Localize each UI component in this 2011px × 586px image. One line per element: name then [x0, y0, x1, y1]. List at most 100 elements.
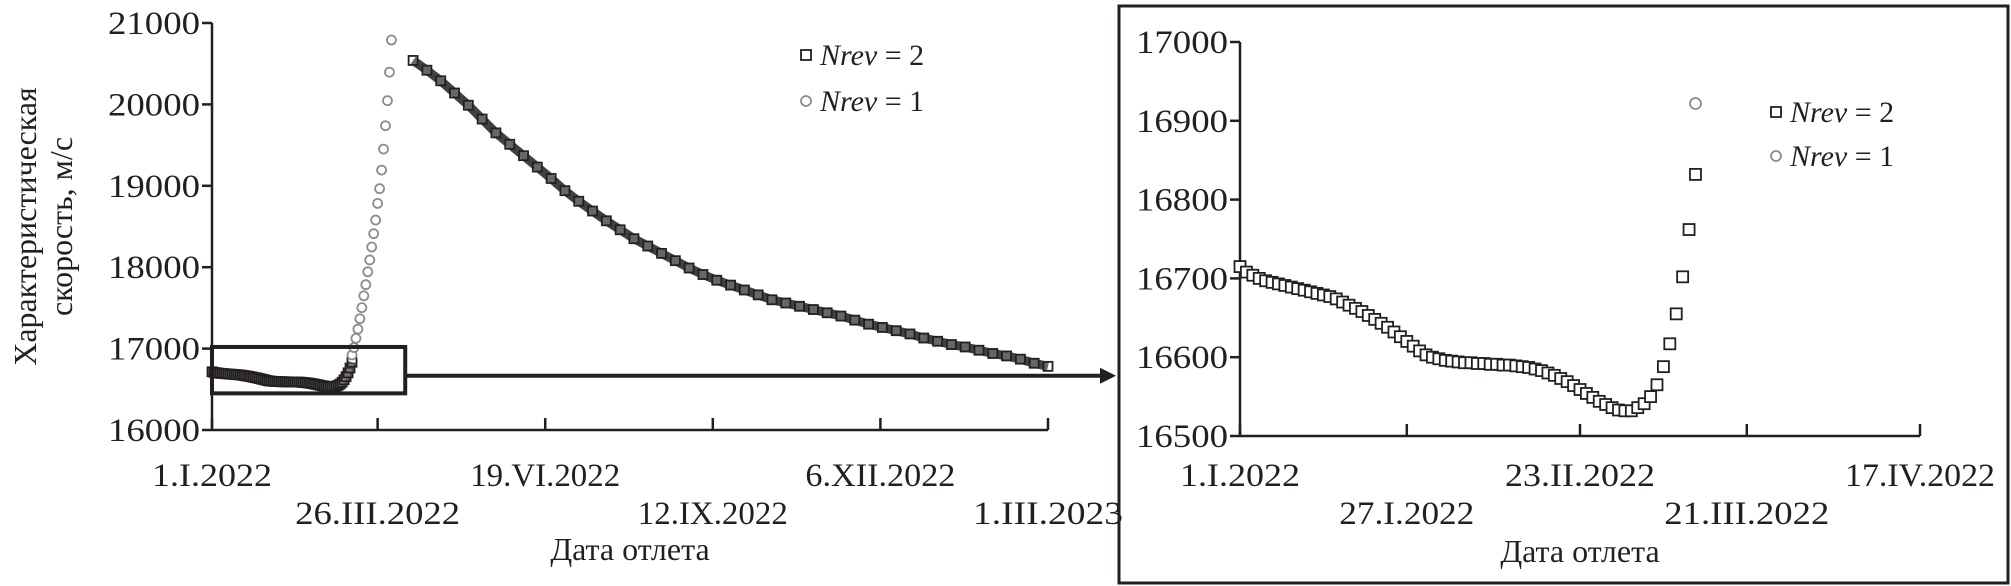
- nrev1-point: [1689, 97, 1702, 110]
- inset-frame: [1117, 4, 2010, 585]
- nrev2-point: [1656, 360, 1670, 374]
- nrev2-point: [1001, 350, 1012, 362]
- nrev1-point: [380, 120, 391, 132]
- legend-label: Nrev = 2: [1789, 96, 1894, 129]
- right-chart-zoomed: 16500 16600 16700 16800 16900 17000 1.I.2022 27…: [1136, 25, 1995, 569]
- zoom-arrow-head-icon: [1100, 367, 1116, 384]
- x-tick-label: 6.XII.2022: [805, 458, 955, 494]
- nrev2-point: [656, 247, 667, 259]
- nrev2-point: [807, 304, 819, 315]
- nrev2-point: [1682, 223, 1696, 236]
- nrev2-point: [918, 332, 930, 344]
- nrev2-point: [835, 310, 847, 322]
- x-tick-label: 23.II.2022: [1505, 458, 1655, 494]
- nrev2-point: [725, 279, 736, 291]
- nrev2-point: [794, 300, 805, 312]
- nrev2-point: [407, 55, 419, 66]
- legend-circle-icon: [1770, 150, 1782, 162]
- nrev1-point: [352, 323, 364, 335]
- nrev2-point: [518, 150, 529, 162]
- nrev2-point: [1650, 378, 1664, 392]
- nrev2-point: [683, 262, 695, 274]
- nrev2-point: [545, 173, 557, 184]
- nrev2-point: [959, 341, 971, 353]
- nrev1-point: [370, 214, 382, 226]
- nrev2-point: [945, 339, 957, 350]
- nrev2-point: [1028, 357, 1040, 369]
- nrev2-point: [932, 335, 943, 347]
- nrev2-point: [504, 138, 516, 150]
- nrev1-point: [368, 228, 380, 240]
- nrev2-point: [1689, 167, 1702, 181]
- nrev2-point: [462, 99, 474, 111]
- nrev1-point: [378, 143, 389, 155]
- nrev2-point: [476, 113, 488, 125]
- nrev2-point: [435, 75, 447, 87]
- x-tick-label: 1.I.2022: [1180, 458, 1300, 494]
- nrev1-point: [376, 164, 387, 176]
- legend-label: Nrev = 1: [1789, 140, 1894, 173]
- nrev2-point: [1669, 307, 1683, 321]
- nrev1-point: [366, 241, 378, 253]
- x-tick-label: 12.IX.2022: [638, 496, 788, 532]
- y-tick-label: 21000: [108, 6, 200, 42]
- nrev2-point: [490, 127, 502, 139]
- y-tick-label: 16700: [1136, 261, 1228, 297]
- nrev2-band: [410, 56, 1049, 371]
- nrev1-point: [382, 95, 393, 107]
- nrev2-point: [697, 269, 709, 280]
- nrev2-point: [628, 233, 640, 245]
- left-chart-full-range: 16000 17000 18000 19000 20000 21000 1.I.2022 26…: [7, 6, 1123, 567]
- y-tick-label: 20000: [108, 87, 200, 123]
- nrev2-point: [614, 224, 626, 236]
- nrev2-point: [780, 297, 792, 309]
- nrev1-point: [354, 313, 366, 325]
- nrev2-point: [449, 87, 460, 99]
- nrev2-point: [863, 318, 874, 330]
- y-axis-label: Характеристическая: [7, 87, 43, 366]
- nrev2-point: [421, 64, 433, 76]
- y-axis-label: скорость, м/с: [43, 137, 79, 316]
- nrev2-point: [752, 289, 764, 301]
- nrev1-point: [372, 197, 384, 209]
- nrev2-point: [738, 284, 750, 296]
- legend-square-icon: [1770, 106, 1782, 118]
- x-tick-label: 21.III.2022: [1664, 496, 1829, 532]
- nrev2-point: [344, 362, 356, 374]
- x-tick-label: 19.VI.2022: [470, 458, 620, 494]
- nrev2-point: [766, 294, 778, 306]
- nrev2-point: [904, 328, 916, 340]
- nrev2-point: [600, 215, 612, 227]
- nrev1-point: [384, 66, 395, 78]
- y-tick-label: 16900: [1136, 104, 1228, 140]
- nrev2-point: [1663, 337, 1677, 351]
- y-tick-label: 16500: [1136, 419, 1228, 455]
- nrev2-point: [1676, 270, 1690, 284]
- x-tick-label: 17.IV.2022: [1845, 458, 1995, 494]
- legend-circle-icon: [800, 95, 812, 107]
- nrev2-point: [821, 307, 833, 319]
- nrev2-point: [642, 240, 654, 252]
- nrev1-point: [350, 332, 362, 344]
- nrev2-point: [876, 322, 888, 333]
- nrev1-point: [364, 254, 376, 266]
- nrev2-point: [1644, 390, 1657, 404]
- x-tick-label: 26.III.2022: [295, 496, 460, 532]
- nrev2-point: [573, 195, 585, 207]
- nrev2-point: [890, 325, 902, 337]
- x-axis-label: Дата отлета: [1500, 533, 1659, 569]
- nrev2-point: [711, 274, 723, 286]
- y-tick-label: 16600: [1136, 340, 1228, 376]
- y-tick-label: 17000: [1136, 25, 1228, 61]
- nrev2-point: [849, 314, 861, 326]
- nrev1-point: [358, 290, 370, 302]
- nrev2-point: [559, 185, 571, 197]
- nrev1-point: [386, 34, 397, 46]
- nrev2-point: [973, 344, 985, 356]
- nrev2-point: [587, 205, 598, 217]
- legend-square-icon: [800, 49, 812, 61]
- x-tick-label: 1.I.2022: [152, 458, 272, 494]
- x-tick-label: 1.III.2023: [973, 496, 1123, 532]
- y-tick-label: 18000: [108, 250, 200, 286]
